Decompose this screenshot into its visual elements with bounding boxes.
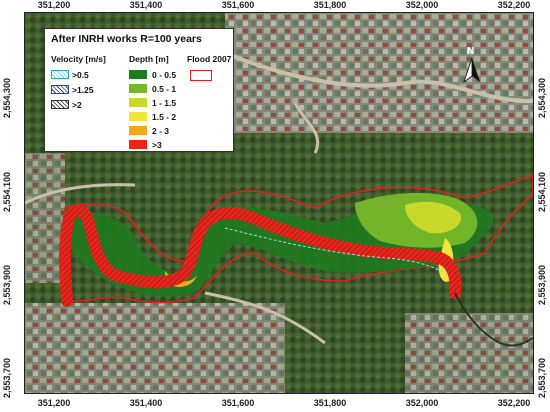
- depth-swatch-2: [129, 98, 147, 107]
- urban-area-southeast: [405, 313, 533, 393]
- velocity-legend-header: Velocity [m/s]: [51, 54, 106, 64]
- map-legend: After INRH works R=100 years Velocity [m…: [44, 28, 234, 152]
- depth-label-0: 0 - 0.5: [152, 70, 177, 80]
- x-tick-1: 351,400: [129, 0, 163, 10]
- depth-zone-yellow-green: [405, 201, 461, 234]
- velocity-swatch-1-25: [51, 85, 69, 94]
- y-tick-2: 2,553,900: [2, 264, 12, 305]
- north-arrow: N: [459, 46, 485, 88]
- velocity-swatch-0-5: [51, 70, 69, 79]
- x-tick-bottom-3: 351,800: [313, 398, 347, 408]
- depth-swatch-5: [129, 140, 147, 149]
- x-tick-bottom-2: 351,600: [221, 398, 255, 408]
- river-extension: [454, 292, 533, 347]
- main-channel-depth-over-3m: [59, 205, 462, 307]
- depth-swatch-4: [129, 126, 147, 135]
- depth-swatch-3: [129, 112, 147, 121]
- road: [25, 183, 136, 205]
- depth-label-3: 1.5 - 2: [152, 112, 177, 122]
- map-title: After INRH works R=100 years: [51, 33, 202, 45]
- x-tick-bottom-4: 352,000: [405, 398, 439, 408]
- flood-2007-swatch: [190, 70, 212, 81]
- y-tick-3: 2,553,700: [2, 357, 12, 398]
- depth-label-2: 1 - 1.5: [152, 98, 177, 108]
- velocity-label-2: >2: [72, 100, 82, 110]
- road: [204, 291, 326, 345]
- y-tick-right-2: 2,553,900: [537, 264, 547, 305]
- urban-area-west: [25, 153, 65, 283]
- y-tick-right-0: 2,554,300: [537, 77, 547, 118]
- north-arrow-icon: [463, 57, 480, 84]
- y-tick-right-1: 2,554,100: [537, 171, 547, 212]
- road: [224, 51, 533, 104]
- x-tick-3: 351,800: [313, 0, 347, 10]
- y-tick-0: 2,554,300: [2, 77, 12, 118]
- urban-area-southwest: [25, 303, 285, 393]
- velocity-swatch-2: [51, 100, 69, 109]
- depth-swatch-0: [129, 70, 147, 79]
- x-tick-bottom-5: 352,200: [497, 398, 531, 408]
- x-tick-5: 352,200: [497, 0, 531, 10]
- depth-legend-header: Depth [m]: [129, 54, 169, 64]
- x-tick-0: 351,200: [37, 0, 71, 10]
- road: [293, 102, 320, 154]
- depth-label-5: >3: [152, 140, 162, 150]
- x-tick-bottom-0: 351,200: [37, 398, 71, 408]
- x-tick-bottom-1: 351,400: [129, 398, 163, 408]
- x-tick-4: 352,000: [405, 0, 439, 10]
- flood-legend-header: Flood 2007: [187, 54, 232, 64]
- velocity-label-0-5: >0.5: [72, 70, 89, 80]
- urban-area-north: [225, 13, 533, 133]
- y-tick-1: 2,554,100: [2, 171, 12, 212]
- y-tick-right-3: 2,553,700: [537, 357, 547, 398]
- x-tick-2: 351,600: [221, 0, 255, 10]
- north-label: N: [467, 46, 475, 57]
- velocity-label-1-25: >1.25: [72, 85, 94, 95]
- depth-label-4: 2 - 3: [152, 126, 170, 136]
- depth-swatch-1: [129, 84, 147, 93]
- depth-label-1: 0.5 - 1: [152, 84, 177, 94]
